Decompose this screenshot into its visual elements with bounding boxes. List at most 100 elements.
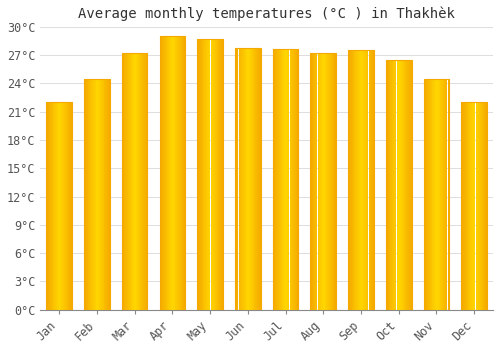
Bar xyxy=(171,36,172,310)
Bar xyxy=(137,53,138,310)
Bar xyxy=(446,79,448,310)
Bar xyxy=(174,36,176,310)
Bar xyxy=(390,60,391,310)
Bar xyxy=(293,49,294,310)
Bar xyxy=(298,49,299,310)
Bar xyxy=(328,53,329,310)
Bar xyxy=(235,48,236,310)
Bar xyxy=(251,48,252,310)
Bar xyxy=(214,39,215,310)
Bar xyxy=(182,36,184,310)
Bar xyxy=(464,102,465,310)
Bar xyxy=(286,49,287,310)
Bar xyxy=(373,50,374,310)
Bar xyxy=(62,102,63,310)
Bar xyxy=(462,102,463,310)
Bar xyxy=(426,79,427,310)
Bar xyxy=(173,36,174,310)
Bar xyxy=(246,48,248,310)
Bar xyxy=(436,79,437,310)
Bar xyxy=(334,53,335,310)
Bar xyxy=(241,48,242,310)
Bar xyxy=(129,53,130,310)
Bar xyxy=(71,102,72,310)
Bar xyxy=(64,102,65,310)
Bar xyxy=(310,53,312,310)
Bar xyxy=(368,50,370,310)
Bar xyxy=(249,48,250,310)
Bar xyxy=(256,48,257,310)
Bar xyxy=(135,53,136,310)
Bar xyxy=(185,36,186,310)
Bar xyxy=(395,60,396,310)
Bar xyxy=(90,79,91,310)
Bar xyxy=(88,79,90,310)
Bar xyxy=(259,48,260,310)
Bar xyxy=(108,79,109,310)
Bar xyxy=(315,53,316,310)
Bar xyxy=(279,49,280,310)
Bar xyxy=(215,39,216,310)
Bar xyxy=(176,36,177,310)
Bar xyxy=(206,39,207,310)
Bar xyxy=(276,49,277,310)
Bar xyxy=(487,102,488,310)
Bar xyxy=(254,48,256,310)
Bar xyxy=(482,102,484,310)
Bar xyxy=(314,53,315,310)
Bar xyxy=(122,53,124,310)
Bar xyxy=(65,102,66,310)
Bar xyxy=(351,50,352,310)
Bar xyxy=(424,79,426,310)
Bar xyxy=(162,36,163,310)
Bar xyxy=(216,39,218,310)
Bar xyxy=(84,79,85,310)
Bar xyxy=(399,60,400,310)
Bar xyxy=(292,49,293,310)
Bar xyxy=(365,50,366,310)
Bar xyxy=(432,79,434,310)
Bar xyxy=(98,79,99,310)
Bar xyxy=(144,53,145,310)
Bar xyxy=(272,49,274,310)
Bar xyxy=(258,48,259,310)
Bar xyxy=(470,102,471,310)
Bar xyxy=(127,53,128,310)
Bar xyxy=(443,79,444,310)
Bar xyxy=(124,53,126,310)
Bar xyxy=(424,79,450,310)
Bar xyxy=(252,48,254,310)
Bar xyxy=(437,79,438,310)
Bar xyxy=(387,60,388,310)
Bar xyxy=(130,53,132,310)
Bar xyxy=(350,50,351,310)
Bar xyxy=(207,39,208,310)
Bar xyxy=(349,50,350,310)
Bar xyxy=(388,60,390,310)
Bar xyxy=(313,53,314,310)
Bar xyxy=(312,53,313,310)
Bar xyxy=(163,36,164,310)
Bar xyxy=(357,50,358,310)
Bar xyxy=(56,102,57,310)
Bar xyxy=(72,102,73,310)
Bar xyxy=(260,48,262,310)
Bar xyxy=(294,49,295,310)
Bar xyxy=(358,50,359,310)
Bar xyxy=(288,49,290,310)
Bar xyxy=(321,53,322,310)
Bar xyxy=(474,102,476,310)
Bar xyxy=(60,102,62,310)
Bar xyxy=(400,60,401,310)
Bar xyxy=(434,79,435,310)
Bar xyxy=(136,53,137,310)
Bar xyxy=(473,102,474,310)
Bar xyxy=(438,79,440,310)
Bar xyxy=(463,102,464,310)
Bar xyxy=(401,60,402,310)
Bar xyxy=(181,36,182,310)
Bar xyxy=(466,102,468,310)
Bar xyxy=(290,49,292,310)
Bar xyxy=(237,48,238,310)
Bar xyxy=(324,53,326,310)
